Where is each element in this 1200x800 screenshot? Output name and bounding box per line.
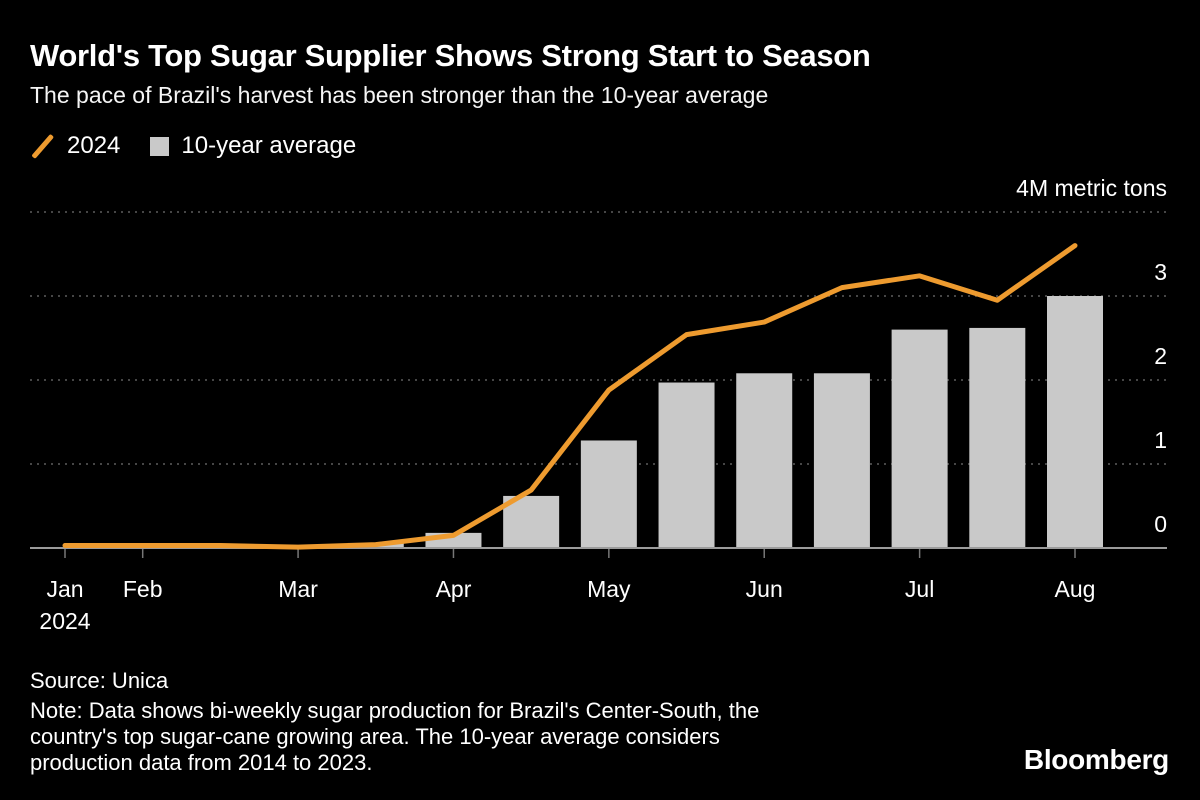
chart-legend: 2024 10-year average <box>30 132 356 160</box>
x-axis-year-label: 2024 <box>39 608 90 634</box>
y-tick-label: 0 <box>1154 511 1167 537</box>
note-line-1: Note: Data shows bi-weekly sugar product… <box>30 698 760 723</box>
bloomberg-logo: Bloomberg <box>1023 744 1169 775</box>
note-line-3: production data from 2014 to 2023. <box>30 750 373 775</box>
chart-subtitle: The pace of Brazil's harvest has been st… <box>30 82 769 108</box>
y-tick-label: 1 <box>1154 427 1167 453</box>
bar-10yr-average <box>736 373 793 548</box>
x-tick-label: Mar <box>278 576 318 602</box>
x-tick-label: May <box>587 576 631 602</box>
bar-10yr-average <box>891 329 948 548</box>
x-tick-label: Jul <box>905 576 934 602</box>
bar-10yr-average <box>503 495 560 548</box>
legend-label-average: 10-year average <box>181 132 357 159</box>
legend-item-2024: 2024 <box>30 132 120 160</box>
bar-10yr-average <box>580 440 637 548</box>
chart-title: World's Top Sugar Supplier Shows Strong … <box>30 38 871 73</box>
bar-10yr-average <box>658 382 715 548</box>
x-tick-label: Apr <box>436 576 472 602</box>
legend-item-average: 10-year average <box>150 132 356 160</box>
legend-label-2024: 2024 <box>67 132 121 159</box>
source-line: Source: Unica <box>30 668 169 693</box>
line-2024 <box>62 243 1078 550</box>
bar-series-swatch-icon <box>150 136 170 156</box>
note-line-2: country's top sugar-cane growing area. T… <box>30 724 720 749</box>
bar-10yr-average <box>969 327 1026 548</box>
y-tick-label: 3 <box>1154 259 1167 285</box>
bar-10yr-average <box>1047 296 1103 548</box>
y-tick-label: 2 <box>1154 343 1167 369</box>
note-block: Note: Data shows bi-weekly sugar product… <box>30 698 759 776</box>
y-tick-label: 4M metric tons <box>1016 175 1167 201</box>
x-tick-label: Aug <box>1055 576 1096 602</box>
x-tick-label: Jun <box>746 576 783 602</box>
x-tick-label: Feb <box>123 576 163 602</box>
bar-10yr-average <box>813 373 870 548</box>
line-series-swatch-icon <box>30 133 55 159</box>
x-tick-label: Jan <box>46 576 83 602</box>
